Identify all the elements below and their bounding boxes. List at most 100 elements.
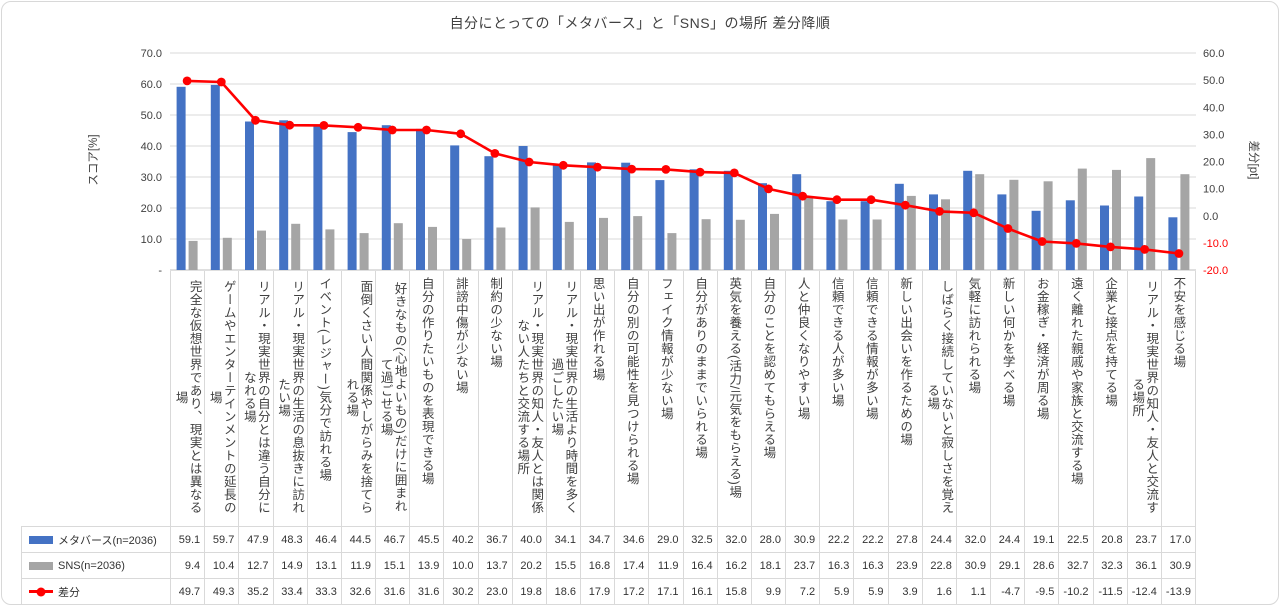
table-value: 16.3 — [820, 553, 855, 579]
table-value: 1.1 — [956, 579, 991, 605]
table-value: 34.1 — [546, 527, 581, 553]
series-legend-swatch — [29, 561, 53, 570]
metaverse-bar — [347, 132, 357, 270]
sns-bar — [1180, 174, 1190, 270]
metaverse-bar — [245, 121, 254, 270]
diff-line-marker — [764, 184, 773, 194]
category-label: 信頼できる情報が多い場 — [863, 277, 878, 420]
category-label: フェイク情報が少ない場 — [658, 277, 673, 420]
table-value: 34.7 — [581, 527, 616, 553]
right-axis-tick-label: 50.0 — [1203, 75, 1224, 87]
table-value: 12.7 — [239, 553, 274, 579]
category-label: イベント(レジャー)気分で訪れる場 — [317, 277, 332, 482]
diff-line-marker — [695, 167, 705, 177]
diff-dot-icon — [36, 587, 46, 596]
category-label-cell: リアル・現実世界の生活より時間を多く過ごしたい場 — [545, 271, 580, 526]
category-label-cell: 自分がありのままでいられる場 — [682, 271, 717, 526]
category-label: 好きなもの(心地よいもの)だけに囲まれて過ごせる場 — [378, 281, 407, 513]
table-value: 11.9 — [341, 553, 376, 579]
table-value: 29.1 — [991, 553, 1026, 579]
sns-bar — [291, 223, 301, 270]
diff-line-marker — [729, 168, 739, 178]
table-value: 18.6 — [546, 579, 581, 605]
diff-line-marker — [1071, 239, 1081, 248]
table-value: 20.2 — [512, 553, 547, 579]
sns-bar — [1077, 168, 1087, 270]
diff-line-marker — [558, 160, 568, 170]
table-value: 34.6 — [615, 527, 650, 553]
table-value: 49.3 — [205, 579, 240, 605]
table-value: 32.5 — [683, 527, 718, 553]
sns-bar — [701, 219, 711, 270]
category-label-cell: 自分の別の可能性を見つけられる場 — [614, 271, 648, 526]
category-label: リアル・現実世界の自分とは違う自分になれる場 — [241, 280, 270, 514]
category-label: 自分のことを認めてもらえる場 — [761, 277, 776, 459]
sns-bar — [633, 216, 643, 270]
category-label: 遠く離れた親戚や家族と交流する場 — [1068, 277, 1083, 485]
table-value: 32.6 — [341, 579, 376, 605]
category-label: 人と仲良くなりやすい場 — [795, 277, 810, 420]
sns-bar — [906, 195, 916, 270]
table-value: 35.2 — [239, 579, 274, 605]
category-label: 自分の作りたいものを表現できる場 — [419, 277, 434, 485]
table-value: 48.3 — [273, 527, 308, 553]
left-axis-tick-label: 30.0 — [141, 172, 162, 184]
table-value: 44.5 — [341, 527, 376, 553]
table-value: 9.9 — [751, 579, 786, 605]
category-label-cell: 遠く離れた親戚や家族と交流する場 — [1058, 271, 1092, 526]
data-table: メタバース(n=2036) 59.1 59.7 47.9 48.3 46.4 44.5 46.… — [21, 526, 1196, 605]
category-label: リアル・現実世界の知人・友人とは関係ない人たちと交流する場所 — [515, 280, 544, 514]
metaverse-bar — [1100, 205, 1109, 270]
diff-line-marker — [319, 121, 329, 130]
metaverse-bar — [381, 125, 391, 270]
right-axis-tick-label: 10.0 — [1203, 184, 1224, 196]
table-value: 5.9 — [854, 579, 889, 605]
sns-bar — [599, 217, 608, 270]
table-value: -9.5 — [1025, 579, 1060, 605]
metaverse-bar — [792, 174, 802, 270]
metaverse-bar — [1168, 217, 1178, 270]
category-label-cell: リアル・現実世界の自分とは違う自分になれる場 — [238, 271, 272, 526]
sns-bar — [872, 219, 882, 270]
table-value: 16.2 — [717, 553, 752, 579]
table-value: 18.1 — [751, 553, 786, 579]
left-axis-tick-label: 20.0 — [141, 203, 162, 215]
metaverse-bar — [416, 128, 425, 270]
series-name: 差分 — [58, 586, 80, 599]
table-value: 23.7 — [786, 553, 821, 579]
diff-line-marker — [1003, 224, 1013, 233]
table-value: 32.3 — [1093, 553, 1128, 579]
sns-bar — [257, 230, 266, 270]
category-label-cell: 誹謗中傷が少ない場 — [443, 271, 477, 526]
table-value: 9.4 — [171, 553, 206, 579]
table-value: 16.4 — [683, 553, 718, 579]
table-value: 11.9 — [649, 553, 684, 579]
diff-line-marker — [900, 200, 910, 210]
diff-line-marker — [1106, 242, 1115, 252]
diff-line-marker — [353, 122, 363, 132]
diff-line-legend-marker — [29, 587, 53, 596]
table-value: 40.2 — [444, 527, 479, 553]
table-value: 10.0 — [444, 553, 479, 579]
category-label-cell: 好きなもの(心地よいもの)だけに囲まれて過ごせる場 — [375, 271, 409, 526]
table-value: 15.5 — [546, 553, 581, 579]
sns-bar — [564, 221, 574, 270]
category-label-cell: 信頼できる人が多い場 — [819, 271, 853, 526]
table-value: 49.7 — [171, 579, 206, 605]
table-value: 17.0 — [1161, 527, 1196, 553]
sns-bar — [770, 213, 779, 270]
category-label: 英気を養える(活力/元気をもらえる)場 — [727, 277, 742, 499]
table-value: 17.2 — [615, 579, 650, 605]
metaverse-bar — [929, 194, 938, 270]
category-label-cell: 制約の少ない場 — [477, 271, 512, 526]
category-label-cell: 不安を感じる場 — [1160, 271, 1195, 526]
table-value: 3.9 — [888, 579, 923, 605]
table-value: -10.2 — [1059, 579, 1094, 605]
sns-bar — [1009, 179, 1019, 270]
diff-line — [187, 79, 1180, 255]
table-value: 29.0 — [649, 527, 684, 553]
category-label-cell: リアル・現実世界の知人・友人と交流する場所 — [1126, 271, 1161, 526]
sns-bar — [222, 237, 232, 270]
series-name: メタバース(n=2036) — [58, 534, 157, 547]
diff-line-marker — [832, 195, 842, 205]
